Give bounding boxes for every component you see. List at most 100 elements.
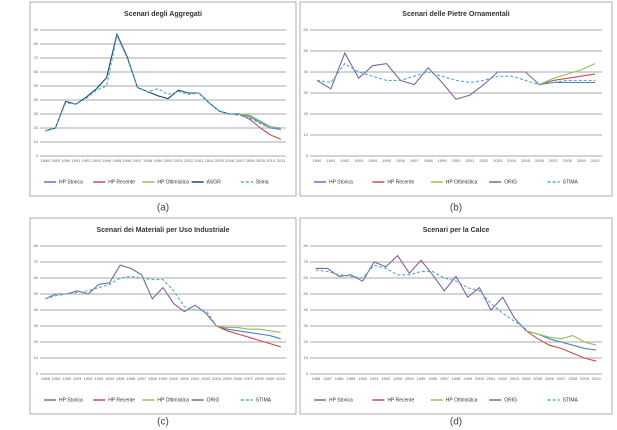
legend-label: HP Ottimistica	[157, 397, 189, 403]
x-tick-label: 1988	[335, 376, 345, 381]
x-tick-label: 1991	[73, 376, 83, 381]
x-tick-label: 1990	[62, 376, 72, 381]
legend-label: HP Ottimistica	[157, 179, 189, 185]
x-tick-label: 2010	[266, 158, 276, 163]
x-tick-label: 1998	[143, 158, 153, 163]
x-tick-label: 2009	[577, 158, 587, 163]
chart-title: Scenari per la Calce	[423, 227, 490, 234]
y-tick-label: 60	[304, 275, 309, 280]
y-tick-label: 20	[34, 125, 39, 130]
x-tick-label: 2006	[233, 376, 243, 381]
x-tick-label: 2010	[591, 158, 601, 163]
x-tick-label: 2005	[533, 376, 543, 381]
panel-frame	[29, 1, 297, 197]
y-tick-label: 80	[304, 243, 309, 248]
caption: (b)	[450, 203, 462, 214]
x-tick-label: 1997	[410, 158, 420, 163]
x-tick-label: 1999	[438, 158, 448, 163]
legend-label: ORIG	[504, 397, 517, 403]
x-tick-label: 1993	[354, 158, 364, 163]
x-tick-label: 1996	[428, 376, 438, 381]
x-tick-label: 1996	[396, 158, 406, 163]
x-tick-label: 1990	[61, 158, 71, 163]
x-tick-label: 1994	[105, 376, 115, 381]
y-tick-label: 60	[304, 27, 309, 32]
x-tick-label: 1992	[82, 158, 92, 163]
x-tick-label: 1999	[463, 376, 473, 381]
x-tick-label: 2004	[212, 376, 222, 381]
x-tick-label: 2003	[201, 376, 211, 381]
caption: (a)	[157, 203, 169, 214]
legend-label: HP Storica	[59, 179, 83, 185]
series-line	[316, 51, 540, 100]
x-tick-label: 1990	[358, 376, 368, 381]
y-tick-label: 40	[304, 69, 309, 74]
y-tick-label: 50	[34, 83, 39, 88]
x-tick-label: 1998	[148, 376, 158, 381]
x-tick-label: 2000	[169, 376, 179, 381]
x-tick-label: 2007	[549, 158, 559, 163]
y-tick-label: 20	[34, 339, 39, 344]
y-tick-label: 70	[34, 259, 39, 264]
y-tick-label: 30	[304, 90, 309, 95]
legend-label: STIMA	[256, 397, 272, 403]
x-tick-label: 2002	[498, 376, 508, 381]
caption: (c)	[157, 417, 169, 428]
x-tick-label: 2003	[510, 376, 520, 381]
y-tick-label: 40	[34, 307, 39, 312]
x-tick-label: 1994	[405, 376, 415, 381]
y-tick-label: 80	[34, 41, 39, 46]
x-tick-label: 1991	[370, 376, 380, 381]
x-tick-label: 2001	[174, 158, 184, 163]
y-tick-label: 0	[36, 153, 39, 158]
y-tick-label: 0	[36, 371, 39, 376]
series-line	[45, 264, 217, 327]
chart-title: Scenari degli Aggregati	[124, 11, 202, 18]
x-tick-label: 2004	[522, 376, 532, 381]
x-tick-label: 1996	[123, 158, 133, 163]
series-line	[539, 73, 596, 86]
x-tick-label: 2006	[545, 376, 555, 381]
x-tick-label: 2009	[266, 376, 276, 381]
x-tick-label: 1994	[368, 158, 378, 163]
legend-label: Stima	[256, 179, 269, 185]
x-tick-label: 1997	[137, 376, 147, 381]
series-line	[216, 325, 281, 340]
x-tick-label: 2002	[191, 376, 201, 381]
x-tick-label: 2000	[475, 376, 485, 381]
chart-title: Scenari delle Pietre Ornamentali	[402, 11, 509, 18]
y-tick-label: 40	[304, 307, 309, 312]
x-tick-label: 2007	[244, 376, 254, 381]
y-tick-label: 50	[34, 291, 39, 296]
x-tick-label: 1997	[440, 376, 450, 381]
x-tick-label: 1995	[417, 376, 427, 381]
y-tick-label: 70	[34, 55, 39, 60]
series-line	[315, 254, 527, 332]
x-tick-label: 2007	[235, 158, 245, 163]
panel-frame	[299, 217, 613, 415]
x-tick-label: 1999	[159, 376, 169, 381]
x-tick-label: 2002	[184, 158, 194, 163]
y-tick-label: 60	[34, 275, 39, 280]
legend-label: HP Ottimistica	[446, 397, 478, 403]
y-tick-label: 0	[306, 371, 309, 376]
x-tick-label: 1993	[94, 376, 104, 381]
x-tick-label: 1995	[112, 158, 122, 163]
x-tick-label: 2008	[255, 376, 265, 381]
y-tick-label: 60	[34, 69, 39, 74]
x-tick-label: 2002	[479, 158, 489, 163]
x-tick-label: 1993	[393, 376, 403, 381]
x-tick-label: 1988	[41, 376, 51, 381]
legend-label: HP Recente	[108, 397, 135, 403]
x-tick-label: 2003	[493, 158, 503, 163]
series-line	[216, 325, 281, 348]
x-tick-label: 1992	[340, 158, 350, 163]
y-tick-label: 20	[304, 339, 309, 344]
y-tick-label: 0	[306, 153, 309, 158]
x-tick-label: 1990	[312, 158, 322, 163]
x-tick-label: 1992	[84, 376, 94, 381]
series-line	[239, 113, 281, 129]
x-tick-label: 1988	[41, 158, 51, 163]
x-tick-label: 2001	[465, 158, 475, 163]
